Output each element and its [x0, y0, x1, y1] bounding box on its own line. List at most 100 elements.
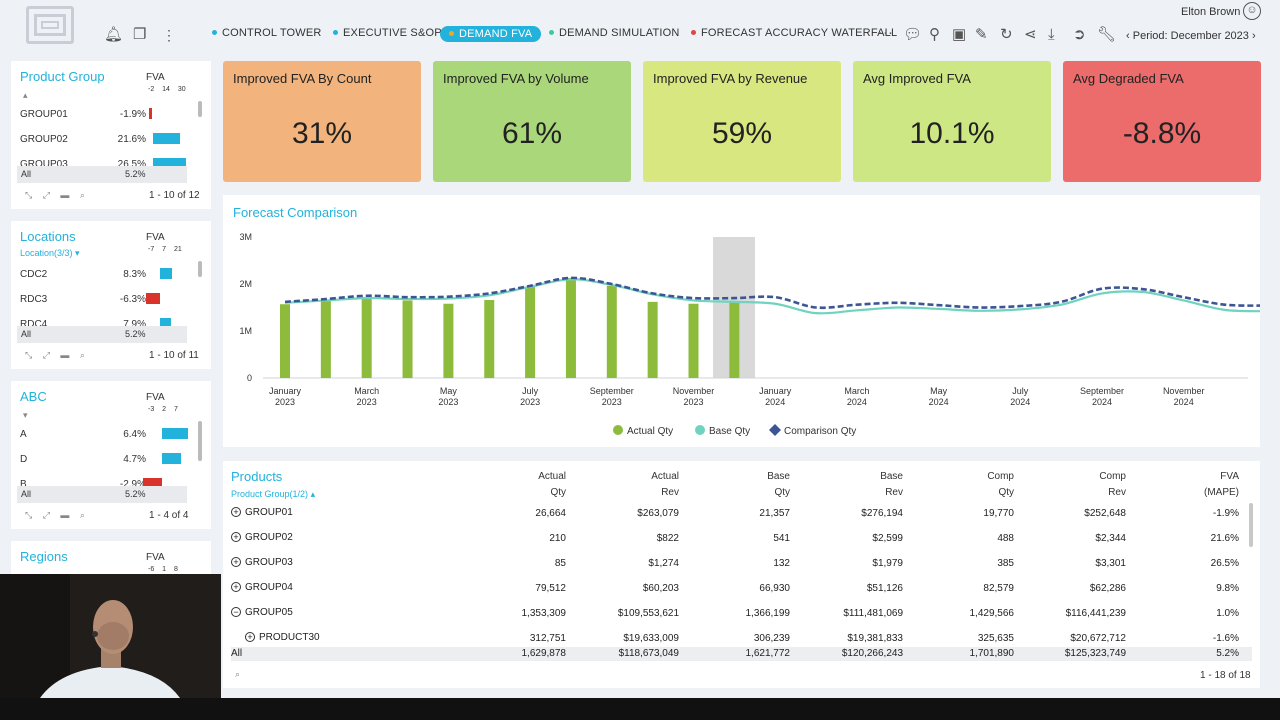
filter-all-row[interactable]: All 5.2% [17, 166, 187, 183]
share-icon[interactable]: ⋖ [1024, 26, 1037, 43]
comparison-qty-line[interactable] [284, 276, 1260, 310]
actual-qty-bar[interactable] [402, 300, 413, 378]
nav-tab-2[interactable]: DEMAND FVA [440, 26, 542, 42]
sort-up-icon[interactable]: ▴ [310, 489, 316, 499]
filter-row-name[interactable]: B [20, 479, 27, 490]
vertical-dots-icon[interactable]: ⋮ [162, 27, 176, 43]
filter-all-row[interactable]: All 5.2% [17, 486, 187, 503]
expand-row-icon[interactable]: + [231, 557, 241, 568]
edit-icon[interactable]: ✎ [975, 26, 988, 43]
list-icon[interactable]: ▬ [60, 510, 80, 520]
table-row[interactable]: + GROUP02 [231, 532, 293, 543]
column-header[interactable]: FVA (MAPE) [1139, 469, 1239, 501]
search-icon[interactable]: ⌕ [79, 190, 85, 200]
period-selector[interactable]: ‹ Period: December 2023 › [1126, 30, 1256, 42]
column-header[interactable]: Comp Qty [914, 469, 1014, 501]
nav-tab-0[interactable]: CONTROL TOWER [212, 27, 322, 39]
user-name[interactable]: Elton Brown [1181, 6, 1241, 18]
kpi-card-2[interactable]: Improved FVA by Revenue 59% [643, 61, 841, 182]
kpi-card-0[interactable]: Improved FVA By Count 31% [223, 61, 421, 182]
column-header[interactable]: Actual Rev [579, 469, 679, 501]
filter-row-name[interactable]: CDC2 [20, 269, 48, 280]
filter-row-name[interactable]: A [20, 429, 27, 440]
chevron-left-icon[interactable]: ‹ [1126, 30, 1133, 42]
table-scrollbar[interactable] [1249, 503, 1253, 547]
actual-qty-bar[interactable] [565, 277, 576, 378]
app-logo[interactable] [26, 6, 74, 44]
sort-down-icon[interactable]: ▾ [23, 410, 28, 420]
actual-qty-bar[interactable] [484, 299, 495, 378]
list-icon[interactable]: ▬ [60, 190, 80, 200]
folders-icon[interactable]: ❐ [133, 26, 147, 43]
filter-title[interactable]: Product Group [20, 69, 105, 84]
comment-icon[interactable]: 💬︎ [903, 26, 923, 43]
filter-row-name[interactable]: RDC4 [20, 319, 48, 330]
sort-down-icon[interactable]: ▾ [72, 248, 80, 258]
filter-title[interactable]: Locations [20, 229, 76, 244]
actual-qty-bar[interactable] [320, 300, 331, 378]
base-qty-line[interactable] [284, 278, 1260, 315]
collapse-icon[interactable]: ⤢ [42, 350, 61, 360]
more-menu-button[interactable]: ··· [878, 24, 893, 41]
actual-qty-bar[interactable] [647, 301, 658, 378]
expand-icon[interactable]: ⤡ [25, 350, 43, 360]
kpi-card-1[interactable]: Improved FVA by Volume 61% [433, 61, 631, 182]
filter-scrollbar[interactable] [198, 101, 202, 117]
nav-tab-1[interactable]: EXECUTIVE S&OP [333, 27, 442, 39]
column-header[interactable]: Comp Rev [1026, 469, 1126, 501]
legend-label[interactable]: Actual Qty [627, 426, 673, 437]
table-row[interactable]: + GROUP04 [231, 582, 293, 593]
filter-all-row[interactable]: All 5.2% [17, 326, 187, 343]
actual-qty-bar[interactable] [361, 298, 372, 378]
wrench-icon[interactable]: 🔧︎ [1097, 26, 1117, 43]
actual-qty-bar[interactable] [525, 286, 536, 378]
table-row[interactable]: − GROUP05 [231, 607, 293, 618]
search-icon[interactable]: ⌕ [235, 669, 241, 679]
expand-icon[interactable]: ⤡ [25, 190, 43, 200]
column-header[interactable]: Actual Qty [466, 469, 566, 501]
search-icon[interactable]: ⌕ [79, 510, 85, 520]
save-icon[interactable]: ▣ [952, 26, 967, 43]
actual-qty-bar[interactable] [688, 303, 699, 378]
column-header[interactable]: Base Rev [803, 469, 903, 501]
filter-title[interactable]: ABC [20, 389, 47, 404]
chevron-right-icon[interactable]: › [1251, 30, 1256, 42]
filter-row-name[interactable]: GROUP02 [20, 134, 68, 145]
actual-qty-bar[interactable] [606, 285, 617, 378]
expand-row-icon[interactable]: + [231, 507, 241, 518]
column-header[interactable]: Base Qty [690, 469, 790, 501]
filter-scrollbar[interactable] [198, 421, 202, 461]
actual-qty-bar[interactable] [443, 303, 454, 378]
filter-row-name[interactable]: RDC3 [20, 294, 48, 305]
legend-label[interactable]: Comparison Qty [784, 426, 856, 437]
table-row[interactable]: + GROUP01 [231, 507, 293, 518]
nav-tab-3[interactable]: DEMAND SIMULATION [549, 27, 680, 39]
table-row[interactable]: + PRODUCT30 [245, 632, 320, 643]
refresh-icon[interactable]: ↻ [1000, 26, 1013, 43]
filter-row-name[interactable]: D [20, 454, 28, 465]
search-icon[interactable]: ⌕ [79, 350, 85, 360]
forward-icon[interactable]: ➲ [1073, 26, 1086, 43]
user-icon[interactable]: ☺ [1243, 2, 1261, 20]
legend-label[interactable]: Base Qty [709, 426, 750, 437]
list-icon[interactable]: ▬ [60, 350, 80, 360]
nav-tab-4[interactable]: FORECAST ACCURACY WATERFALL [691, 27, 897, 39]
filter-title[interactable]: Regions [20, 549, 68, 564]
collapse-row-icon[interactable]: − [231, 607, 241, 618]
filter-scrollbar[interactable] [198, 261, 202, 277]
actual-qty-bar[interactable] [280, 304, 290, 378]
sort-up-icon[interactable]: ▴ [23, 90, 28, 100]
filter-row-name[interactable]: GROUP03 [20, 159, 68, 170]
expand-icon[interactable]: ⤡ [25, 510, 43, 520]
kpi-card-3[interactable]: Avg Improved FVA 10.1% [853, 61, 1051, 182]
products-subtitle[interactable]: Product Group(1/2) ▴ [231, 489, 315, 500]
bell-icon[interactable]: 🔔︎ [104, 26, 124, 43]
actual-qty-bar[interactable] [729, 301, 740, 378]
download-icon[interactable]: ⤓ [1048, 26, 1055, 43]
collapse-icon[interactable]: ⤢ [42, 190, 61, 200]
filter-subtitle[interactable]: Location(3/3) ▾ [20, 248, 80, 259]
expand-row-icon[interactable]: + [231, 532, 241, 543]
running-icon[interactable]: ⚲ [929, 26, 940, 43]
collapse-icon[interactable]: ⤢ [42, 510, 61, 520]
kpi-card-4[interactable]: Avg Degraded FVA -8.8% [1063, 61, 1261, 182]
